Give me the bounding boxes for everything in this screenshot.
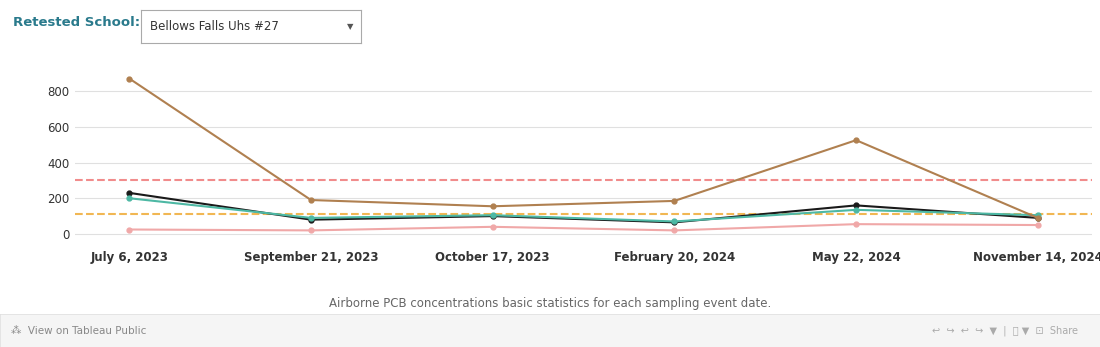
- Text: ▼: ▼: [346, 23, 353, 31]
- Text: Bellows Falls Uhs #27: Bellows Falls Uhs #27: [150, 20, 278, 33]
- Legend: Average, Median, Maximum, Minimum: Average, Median, Maximum, Minimum: [416, 318, 751, 331]
- Text: Retested School:: Retested School:: [13, 16, 141, 28]
- Text: ↩  ↪  ↩  ↪  ▼  |  ⧉ ▼  ⊡  Share: ↩ ↪ ↩ ↪ ▼ | ⧉ ▼ ⊡ Share: [932, 325, 1078, 336]
- Text: Airborne PCB concentrations basic statistics for each sampling event date.: Airborne PCB concentrations basic statis…: [329, 297, 771, 310]
- Text: ⁂  View on Tableau Public: ⁂ View on Tableau Public: [11, 325, 146, 336]
